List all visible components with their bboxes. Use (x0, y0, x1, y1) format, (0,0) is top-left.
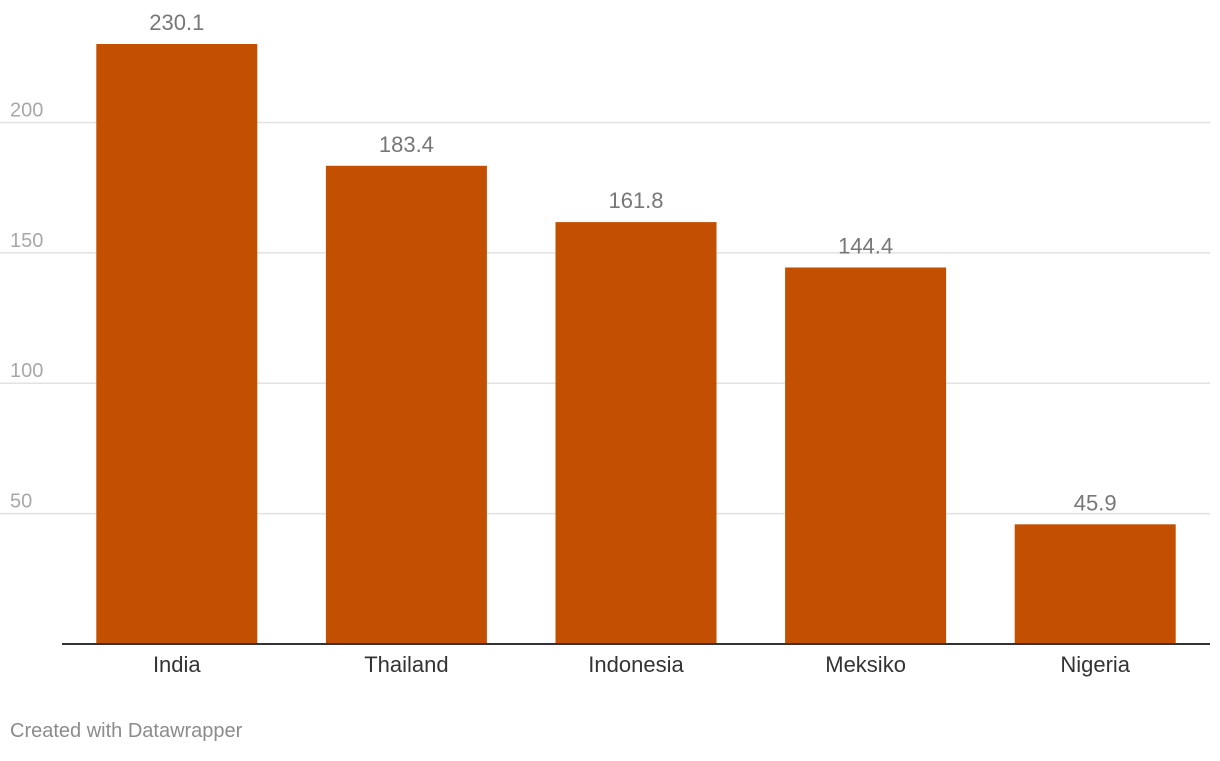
bar (1014, 524, 1176, 644)
y-tick-label: 50 (10, 491, 32, 513)
bar (785, 267, 947, 644)
datawrapper-credit: Created with Datawrapper (10, 720, 243, 742)
category-label: Indonesia (588, 652, 684, 677)
y-tick-label: 150 (10, 230, 43, 252)
category-label: Meksiko (825, 652, 906, 677)
bar (96, 44, 258, 644)
labels: 50 100 150 200 230.1 India 183.4 Thailand 161.8 I… (10, 10, 1131, 677)
category-label: India (153, 652, 201, 677)
value-label: 161.8 (608, 188, 663, 213)
y-tick-label: 100 (10, 360, 43, 382)
bar (325, 165, 487, 645)
value-label: 230.1 (149, 10, 204, 35)
category-label: Nigeria (1060, 652, 1130, 677)
category-label: Thailand (364, 652, 448, 677)
y-tick-label: 200 (10, 99, 43, 121)
bars (96, 44, 1176, 645)
value-label: 183.4 (379, 132, 434, 157)
value-label: 144.4 (838, 233, 893, 258)
value-label: 45.9 (1074, 490, 1117, 515)
bar (555, 222, 717, 644)
